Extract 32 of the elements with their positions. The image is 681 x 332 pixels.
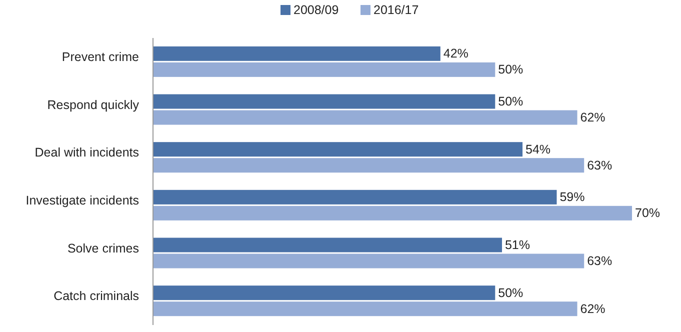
data-label: 42%	[443, 46, 468, 61]
data-label: 51%	[504, 238, 530, 252]
bar	[153, 302, 578, 316]
y-tick-label: Investigate incidents	[26, 193, 139, 208]
data-label: 63%	[587, 254, 612, 268]
data-label: 63%	[587, 158, 612, 172]
bar	[153, 206, 632, 220]
y-tick-label: Respond quickly	[47, 98, 140, 112]
data-label: 50%	[498, 94, 524, 108]
data-label: 62%	[580, 302, 606, 316]
y-tick-label: Deal with incidents	[34, 146, 139, 160]
data-label: 70%	[635, 206, 660, 220]
bar	[153, 254, 584, 268]
data-label: 50%	[498, 62, 524, 77]
data-label: 59%	[560, 190, 585, 204]
y-tick-label: Solve crimes	[67, 241, 139, 256]
legend-label: 2016/17	[374, 3, 419, 17]
bar	[153, 46, 440, 61]
bar	[153, 142, 523, 157]
bar	[153, 158, 584, 173]
data-label: 50%	[498, 286, 524, 300]
bar	[153, 94, 496, 109]
data-label: 54%	[526, 142, 551, 156]
data-label: 62%	[580, 110, 606, 124]
bar	[153, 190, 557, 204]
legend-label: 2008/09	[294, 3, 339, 17]
bar	[153, 62, 496, 77]
y-tick-label: Catch criminals	[54, 289, 139, 304]
bar	[153, 110, 578, 125]
bar	[153, 286, 496, 300]
bar	[153, 238, 502, 252]
y-tick-label: Prevent crime	[62, 50, 140, 64]
